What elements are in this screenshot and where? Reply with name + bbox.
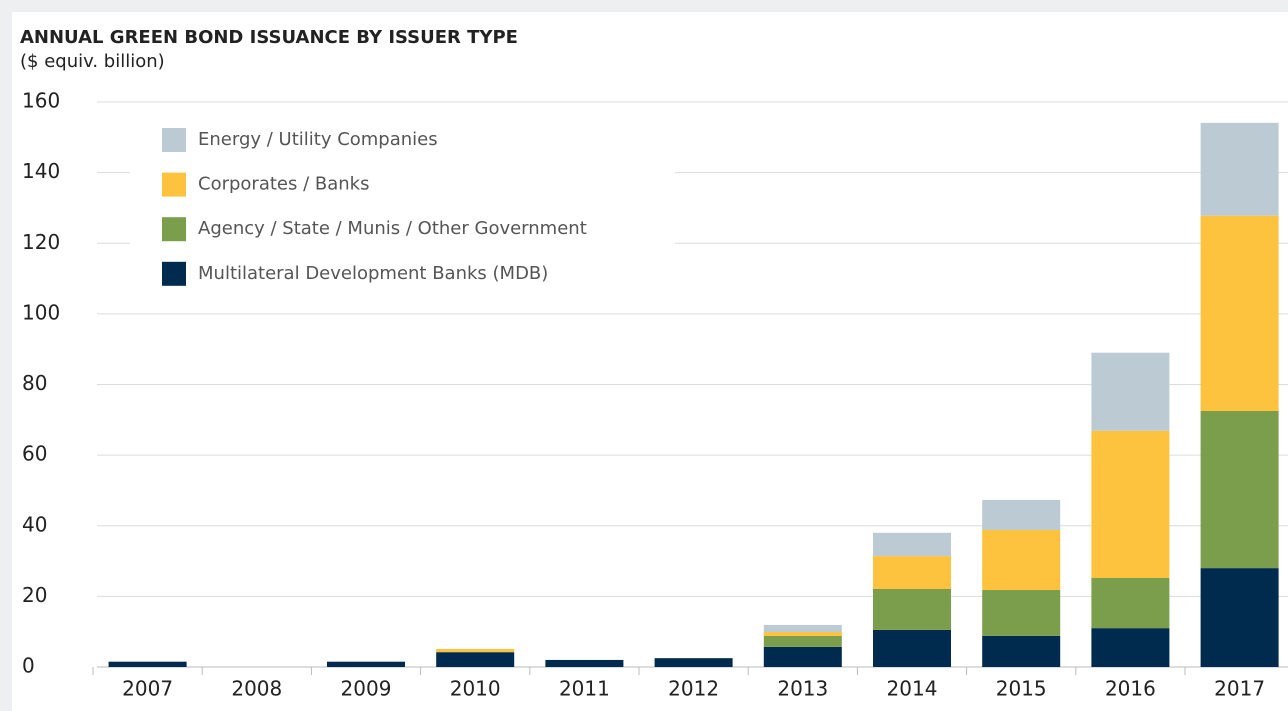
bar-segment	[1200, 410, 1279, 569]
legend-swatch	[162, 128, 186, 152]
y-tick-label: 80	[22, 371, 47, 395]
bar-segment	[436, 648, 515, 653]
bar-segment	[763, 624, 842, 633]
x-tick-label: 2015	[996, 677, 1047, 701]
y-tick-label: 140	[22, 159, 60, 183]
chart-title: ANNUAL GREEN BOND ISSUANCE BY ISSUER TYP…	[20, 27, 518, 48]
x-tick-label: 2007	[122, 677, 173, 701]
bar-segment	[1091, 578, 1170, 629]
bar-segment	[982, 529, 1061, 591]
y-tick-label: 20	[22, 583, 47, 607]
legend-label: Corporates / Banks	[198, 174, 369, 195]
y-tick-label: 40	[22, 512, 47, 536]
bar-segment	[1091, 628, 1170, 667]
x-tick-label: 2013	[777, 677, 828, 701]
bar-segment	[1200, 122, 1279, 216]
legend-background	[130, 118, 675, 296]
bar-segment	[327, 661, 405, 667]
bar-segment	[873, 556, 951, 589]
chart-subtitle: ($ equiv. billion)	[20, 51, 165, 72]
bar-segment	[982, 635, 1061, 667]
bar-segment	[108, 661, 187, 667]
bar-segment	[1091, 430, 1170, 579]
y-tick-label: 100	[22, 300, 60, 324]
bar-segment	[982, 590, 1061, 636]
bar-segment	[873, 629, 951, 667]
bar-segment	[873, 588, 951, 630]
y-tick-label: 120	[22, 230, 60, 254]
bar-segment	[436, 652, 515, 667]
x-tick-label: 2011	[559, 677, 610, 701]
bar-segment	[763, 646, 842, 667]
x-tick-label: 2008	[231, 677, 282, 701]
bar-segment	[763, 635, 842, 647]
legend-label: Agency / State / Munis / Other Governmen…	[198, 218, 587, 239]
x-tick-label: 2012	[668, 677, 719, 701]
y-tick-label: 60	[22, 442, 47, 466]
legend-swatch	[162, 217, 186, 242]
x-tick-label: 2010	[450, 677, 501, 701]
bar-segment	[545, 659, 624, 667]
bar-segment	[1091, 352, 1170, 431]
y-tick-label: 0	[22, 654, 35, 678]
legend-swatch	[162, 172, 186, 197]
bar-segment	[1200, 215, 1279, 411]
y-tick-label: 160	[22, 89, 60, 113]
x-tick-label: 2016	[1105, 677, 1156, 701]
x-tick-label: 2009	[341, 677, 392, 701]
legend-swatch	[162, 261, 186, 286]
bar-segment	[763, 632, 842, 636]
bar-segment	[654, 658, 733, 667]
bar-segment	[873, 532, 951, 557]
bar-segment	[1200, 568, 1279, 667]
legend-label: Multilateral Development Banks (MDB)	[198, 263, 548, 284]
x-tick-label: 2014	[887, 677, 938, 701]
x-tick-label: 2017	[1214, 677, 1265, 701]
legend-label: Energy / Utility Companies	[198, 129, 438, 150]
bar-segment	[982, 499, 1061, 530]
